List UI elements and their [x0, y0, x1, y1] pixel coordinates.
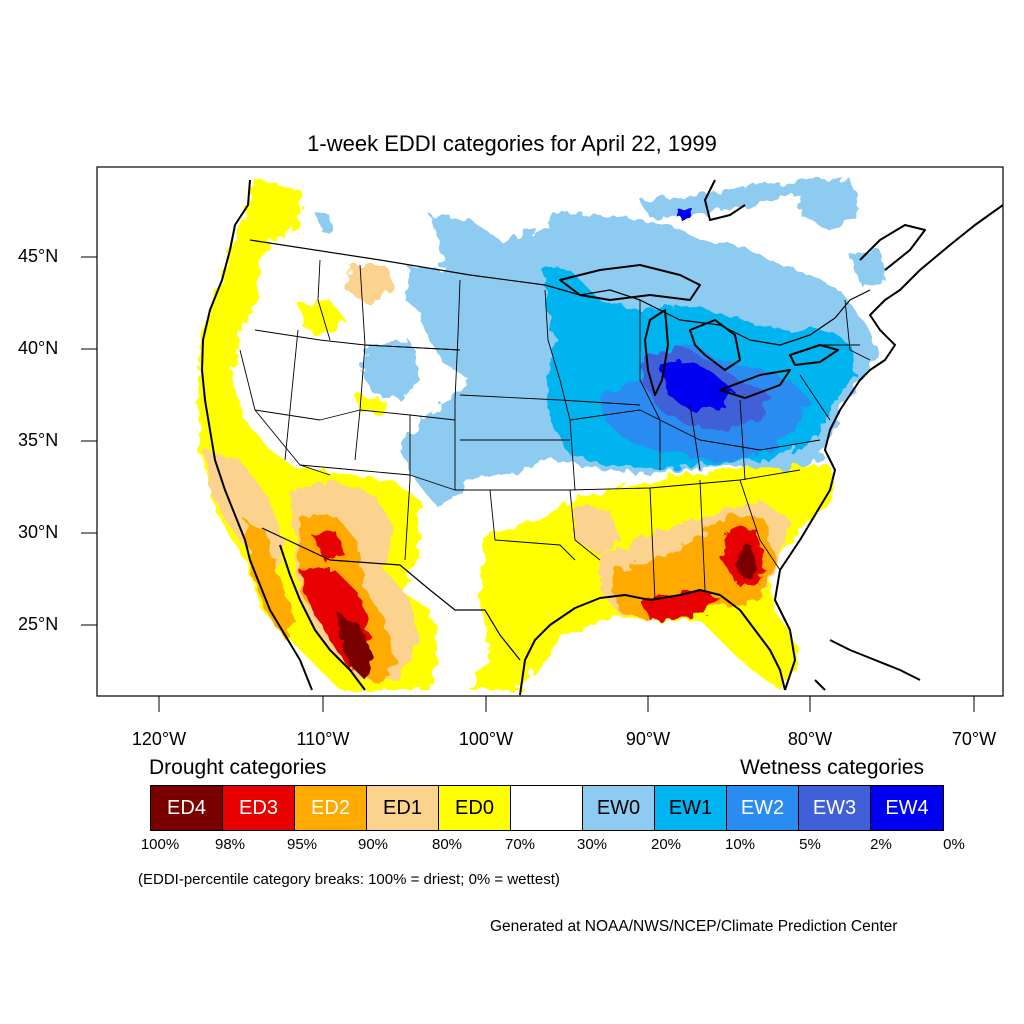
- legend-cell-ed1: ED1: [367, 786, 439, 830]
- lon-label-70: 70°W: [951, 729, 997, 749]
- ed0-region-idaho: [300, 300, 345, 335]
- break-label: 70%: [504, 836, 536, 853]
- ed4-region-mexico: [340, 615, 372, 680]
- legend-cell-ew4: EW4: [871, 786, 943, 830]
- lon-label-100: 100°W: [458, 729, 514, 749]
- break-label: 10%: [724, 836, 756, 853]
- legend-cell-ew0: EW0: [583, 786, 655, 830]
- drought-shading: [198, 180, 835, 690]
- break-label: 0%: [943, 836, 965, 853]
- lake-michigan: [644, 309, 669, 396]
- credit-line: Generated at NOAA/NWS/NCEP/Climate Predi…: [490, 918, 898, 935]
- lake-erie: [719, 369, 791, 399]
- legend-cell-ed2: ED2: [295, 786, 367, 830]
- lake-ontario: [789, 344, 839, 366]
- ed3-region-arizona: [312, 530, 345, 562]
- lon-label-80: 80°W: [787, 729, 833, 749]
- legend-cell-ew3: EW3: [799, 786, 871, 830]
- ed4-region-carolinas: [735, 545, 758, 580]
- lake-huron: [689, 319, 741, 371]
- break-label: 80%: [431, 836, 463, 853]
- canada-coast-ne: [859, 224, 926, 271]
- ew4-region-michigan: [660, 360, 735, 410]
- break-label: 5%: [799, 836, 821, 853]
- drought-categories-heading: Drought categories: [149, 756, 327, 779]
- lat-label-30: 30°N: [18, 522, 59, 542]
- lat-label-35: 35°N: [18, 430, 59, 450]
- break-label: 100%: [140, 836, 180, 853]
- break-label: 95%: [286, 836, 318, 853]
- legend-cell-ew1: EW1: [655, 786, 727, 830]
- break-label: 30%: [576, 836, 608, 853]
- lat-label-40: 40°N: [18, 338, 59, 358]
- ew4-region-canada: [678, 208, 692, 218]
- pacific-coastline: [201, 179, 313, 691]
- ew0-region-rockies: [360, 340, 420, 400]
- break-label: 90%: [357, 836, 389, 853]
- lon-ticks: [158, 696, 975, 712]
- canada-border: [249, 239, 871, 346]
- gulf-of-california-coast: [279, 544, 366, 691]
- legend-cell-ed4: ED4: [151, 786, 223, 830]
- break-label: 2%: [870, 836, 892, 853]
- state-borders: [239, 259, 871, 601]
- bahamas-fragment: [814, 679, 826, 691]
- lake-superior: [559, 264, 701, 301]
- legend-cell-ed3: ED3: [223, 786, 295, 830]
- legend-cell-ed0: ED0: [439, 786, 511, 830]
- category-breaks-note: (EDDI-percentile category breaks: 100% =…: [138, 871, 560, 888]
- map-frame: [96, 166, 1004, 697]
- ew0-region-idaho: [318, 215, 332, 230]
- legend-colorbar: ED4 ED3 ED2 ED1 ED0 EW0 EW1 EW2 EW3 EW4: [150, 785, 944, 831]
- map-title: 1-week EDDI categories for April 22, 199…: [307, 131, 717, 156]
- ew0-region-canada-c: [850, 250, 885, 285]
- lat-label-25: 25°N: [18, 614, 59, 634]
- wetness-shading: [318, 178, 885, 510]
- legend-cell-normal: [511, 786, 583, 830]
- break-label: 20%: [650, 836, 682, 853]
- lon-label-120: 120°W: [131, 729, 187, 749]
- lon-label-90: 90°W: [625, 729, 671, 749]
- boundaries: [201, 179, 1003, 696]
- mexico-border: [261, 527, 521, 661]
- james-bay-coast: [704, 179, 746, 221]
- legend-cell-ew2: EW2: [727, 786, 799, 830]
- lon-label-110: 110°W: [296, 729, 350, 749]
- gulf-coastline: [519, 589, 786, 696]
- lat-ticks: [81, 256, 97, 626]
- ed1-region-montana: [345, 265, 395, 305]
- lat-label-45: 45°N: [18, 246, 59, 266]
- wetness-categories-heading: Wetness categories: [740, 756, 925, 779]
- ed2-region-california: [245, 520, 295, 640]
- ew0-region-canada-a: [640, 180, 805, 218]
- ed1-region-texas: [575, 505, 620, 555]
- ew0-region-northern-plains: [405, 265, 450, 320]
- ew0-region-canada-b: [800, 178, 860, 230]
- break-label: 98%: [214, 836, 246, 853]
- cuba-fragment: [829, 639, 921, 681]
